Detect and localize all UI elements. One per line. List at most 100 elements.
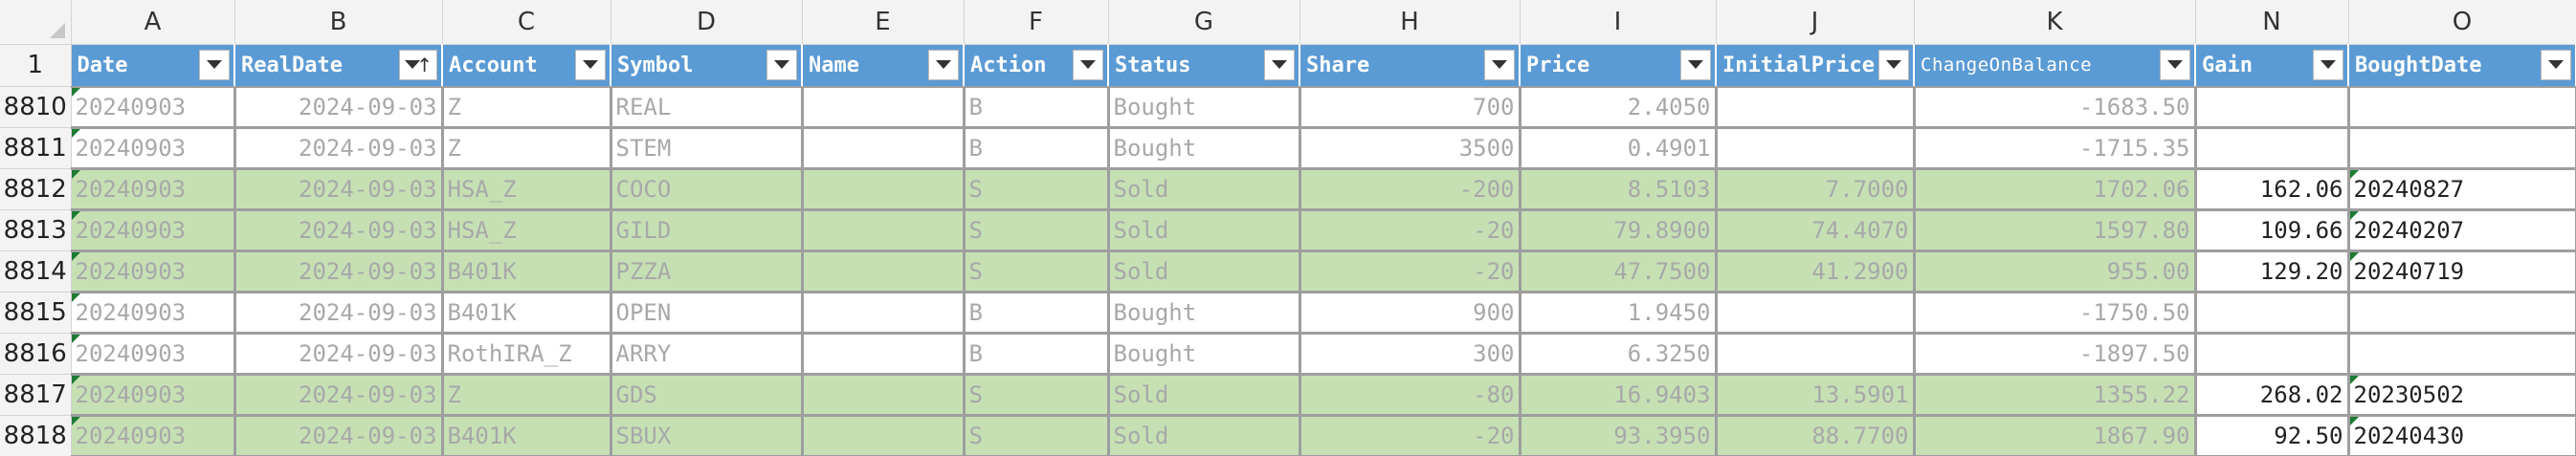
row-number[interactable]: 1 [0,44,72,87]
cell-changeonbalance[interactable]: -1715.35 [1914,127,2197,170]
filter-dropdown-button[interactable] [766,49,797,80]
cell-action[interactable]: S [964,250,1110,293]
cell-action[interactable]: S [964,374,1110,417]
column-header-d[interactable]: D [611,0,803,45]
cell-share[interactable]: 900 [1299,292,1521,335]
cell-name[interactable] [802,127,966,170]
cell-changeonbalance[interactable]: 955.00 [1914,250,2197,293]
cell-status[interactable]: Bought [1108,292,1301,335]
cell-realdate[interactable]: 2024-09-03 [234,86,444,129]
cell-share[interactable]: 700 [1299,86,1521,129]
row-number[interactable]: 8816 [0,333,72,375]
cell-realdate[interactable]: 2024-09-03 [234,127,444,170]
cell-date[interactable]: 20240903 [71,168,236,211]
cell-boughtdate[interactable] [2348,292,2576,335]
cell-symbol[interactable]: PZZA [611,250,804,293]
cell-symbol[interactable]: GILD [611,209,804,252]
cell-boughtdate[interactable]: 20240207 [2348,209,2576,252]
cell-initialprice[interactable]: 74.4070 [1716,209,1916,252]
header-cell-share[interactable]: Share [1299,44,1521,88]
column-header-n[interactable]: N [2195,0,2349,45]
cell-action[interactable]: B [964,292,1110,335]
cell-status[interactable]: Bought [1108,333,1301,376]
cell-name[interactable] [802,415,966,456]
cell-name[interactable] [802,250,966,293]
cell-initialprice[interactable] [1716,333,1916,376]
cell-account[interactable]: B401K [442,415,612,456]
cell-name[interactable] [802,333,966,376]
cell-date[interactable]: 20240903 [71,127,236,170]
cell-gain[interactable]: 92.50 [2195,415,2350,456]
cell-share[interactable]: 3500 [1299,127,1521,170]
cell-account[interactable]: Z [442,127,612,170]
header-cell-action[interactable]: Action [964,44,1109,88]
cell-symbol[interactable]: SBUX [611,415,804,456]
header-cell-date[interactable]: Date [71,44,235,88]
column-header-c[interactable]: C [442,0,611,45]
cell-symbol[interactable]: ARRY [611,333,804,376]
cell-symbol[interactable]: OPEN [611,292,804,335]
column-header-i[interactable]: I [1520,0,1717,45]
row-number[interactable]: 8812 [0,168,72,210]
header-cell-initialprice[interactable]: InitialPrice [1716,44,1915,88]
cell-price[interactable]: 8.5103 [1520,168,1718,211]
row-number[interactable]: 8813 [0,209,72,251]
cell-action[interactable]: S [964,209,1110,252]
cell-boughtdate[interactable] [2348,127,2576,170]
cell-boughtdate[interactable]: 20240719 [2348,250,2576,293]
cell-price[interactable]: 1.9450 [1520,292,1718,335]
cell-date[interactable]: 20240903 [71,250,236,293]
header-cell-status[interactable]: Status [1108,44,1300,88]
cell-gain[interactable] [2195,86,2350,129]
filter-dropdown-button[interactable] [2313,49,2343,80]
cell-realdate[interactable]: 2024-09-03 [234,250,444,293]
column-header-a[interactable]: A [71,0,235,45]
cell-date[interactable]: 20240903 [71,209,236,252]
cell-changeonbalance[interactable]: 1867.90 [1914,415,2197,456]
cell-boughtdate[interactable]: 20230502 [2348,374,2576,417]
cell-price[interactable]: 47.7500 [1520,250,1718,293]
row-number[interactable]: 8815 [0,292,72,334]
cell-symbol[interactable]: REAL [611,86,804,129]
cell-action[interactable]: S [964,168,1110,211]
cell-realdate[interactable]: 2024-09-03 [234,168,444,211]
cell-initialprice[interactable] [1716,127,1916,170]
cell-price[interactable]: 2.4050 [1520,86,1718,129]
header-cell-name[interactable]: Name [802,44,965,88]
cell-price[interactable]: 6.3250 [1520,333,1718,376]
cell-initialprice[interactable] [1716,292,1916,335]
column-header-h[interactable]: H [1299,0,1521,45]
cell-name[interactable] [802,86,966,129]
row-number[interactable]: 8814 [0,250,72,293]
cell-changeonbalance[interactable]: 1355.22 [1914,374,2197,417]
filter-dropdown-button[interactable] [575,49,606,80]
column-header-j[interactable]: J [1716,0,1915,45]
cell-action[interactable]: B [964,127,1110,170]
cell-name[interactable] [802,374,966,417]
cell-changeonbalance[interactable]: 1702.06 [1914,168,2197,211]
cell-status[interactable]: Sold [1108,168,1301,211]
cell-date[interactable]: 20240903 [71,374,236,417]
cell-changeonbalance[interactable]: -1897.50 [1914,333,2197,376]
cell-gain[interactable]: 129.20 [2195,250,2350,293]
row-number[interactable]: 8811 [0,127,72,169]
filter-dropdown-button[interactable] [1073,49,1103,80]
cell-initialprice[interactable]: 41.2900 [1716,250,1916,293]
cell-account[interactable]: B401K [442,292,612,335]
cell-price[interactable]: 0.4901 [1520,127,1718,170]
cell-initialprice[interactable]: 13.5901 [1716,374,1916,417]
select-all-button[interactable] [0,0,72,45]
cell-status[interactable]: Sold [1108,209,1301,252]
cell-symbol[interactable]: COCO [611,168,804,211]
cell-share[interactable]: 300 [1299,333,1521,376]
column-header-g[interactable]: G [1108,0,1300,45]
cell-account[interactable]: RothIRA_Z [442,333,612,376]
cell-gain[interactable] [2195,292,2350,335]
row-number[interactable]: 8810 [0,86,72,128]
cell-account[interactable]: Z [442,86,612,129]
cell-date[interactable]: 20240903 [71,86,236,129]
cell-share[interactable]: -20 [1299,250,1521,293]
filter-dropdown-button[interactable] [928,49,959,80]
cell-realdate[interactable]: 2024-09-03 [234,209,444,252]
cell-boughtdate[interactable]: 20240430 [2348,415,2576,456]
